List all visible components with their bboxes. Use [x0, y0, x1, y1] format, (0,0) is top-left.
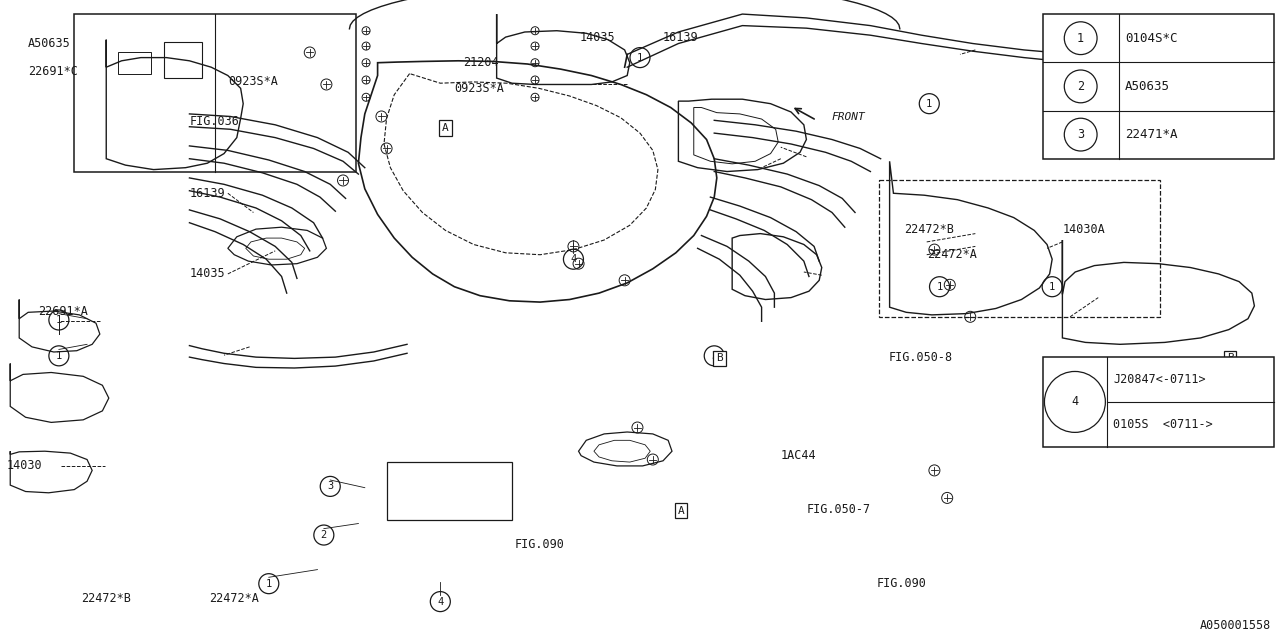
Text: 22691*C: 22691*C [28, 65, 78, 78]
Text: 14035: 14035 [580, 31, 616, 44]
Text: 4: 4 [438, 596, 443, 607]
Text: 14030A: 14030A [1062, 223, 1105, 236]
Bar [879, 180, 1160, 317]
Text: J20847<-0711>: J20847<-0711> [1114, 373, 1206, 386]
Text: 0923S*A: 0923S*A [228, 76, 278, 88]
Text: 4: 4 [571, 254, 576, 264]
Text: 14030: 14030 [6, 460, 42, 472]
Text: 22691*A: 22691*A [38, 305, 88, 317]
Bar [118, 52, 151, 74]
Text: 21204: 21204 [463, 56, 499, 69]
Bar [1042, 357, 1274, 447]
Text: 1: 1 [56, 315, 61, 325]
Text: 1: 1 [1050, 282, 1055, 292]
Text: B: B [716, 353, 723, 364]
Text: 22471*A: 22471*A [1125, 128, 1178, 141]
Text: 22472*B: 22472*B [904, 223, 954, 236]
Text: 14035: 14035 [189, 268, 225, 280]
Text: 4: 4 [1071, 396, 1079, 408]
Text: FRONT: FRONT [832, 112, 865, 122]
Text: A50635: A50635 [1125, 80, 1170, 93]
Text: FIG.082: FIG.082 [1070, 389, 1120, 402]
Text: 22472*A: 22472*A [927, 248, 977, 261]
Bar [74, 14, 356, 172]
Text: 2: 2 [321, 530, 326, 540]
Text: 16139: 16139 [189, 187, 225, 200]
Text: 22472*B: 22472*B [81, 592, 131, 605]
Text: A: A [442, 123, 449, 133]
Text: 1: 1 [266, 579, 271, 589]
Text: 3: 3 [1076, 128, 1084, 141]
Text: 1: 1 [56, 351, 61, 361]
Text: 2: 2 [1076, 80, 1084, 93]
Text: FIG.090: FIG.090 [877, 577, 927, 590]
Text: 0104S*C: 0104S*C [1125, 32, 1178, 45]
Text: 3: 3 [328, 481, 333, 492]
Text: 16139: 16139 [663, 31, 699, 44]
Text: 1: 1 [637, 52, 643, 63]
Text: 1: 1 [1076, 32, 1084, 45]
Text: 1: 1 [927, 99, 932, 109]
Text: 22472*A: 22472*A [209, 592, 259, 605]
Text: A050001558: A050001558 [1199, 620, 1271, 632]
Text: B: B [1226, 353, 1234, 364]
Text: 0105S  <0711->: 0105S <0711-> [1114, 418, 1213, 431]
Text: FIG.050-7: FIG.050-7 [806, 503, 870, 516]
Text: 0923S*A: 0923S*A [454, 82, 504, 95]
Text: 1AC44: 1AC44 [781, 449, 817, 462]
Text: A50635: A50635 [28, 37, 70, 50]
Text: 3: 3 [712, 351, 717, 361]
Text: FIG.050-8: FIG.050-8 [888, 351, 952, 364]
Bar [164, 42, 202, 78]
Text: FIG.090: FIG.090 [515, 538, 564, 550]
Text: FIG.036: FIG.036 [189, 115, 239, 128]
Text: (…08MY0610-): (…08MY0610-) [1070, 358, 1151, 369]
Bar [1042, 14, 1274, 159]
Bar [387, 462, 512, 520]
Text: A: A [677, 506, 685, 516]
Text: 1: 1 [937, 282, 942, 292]
